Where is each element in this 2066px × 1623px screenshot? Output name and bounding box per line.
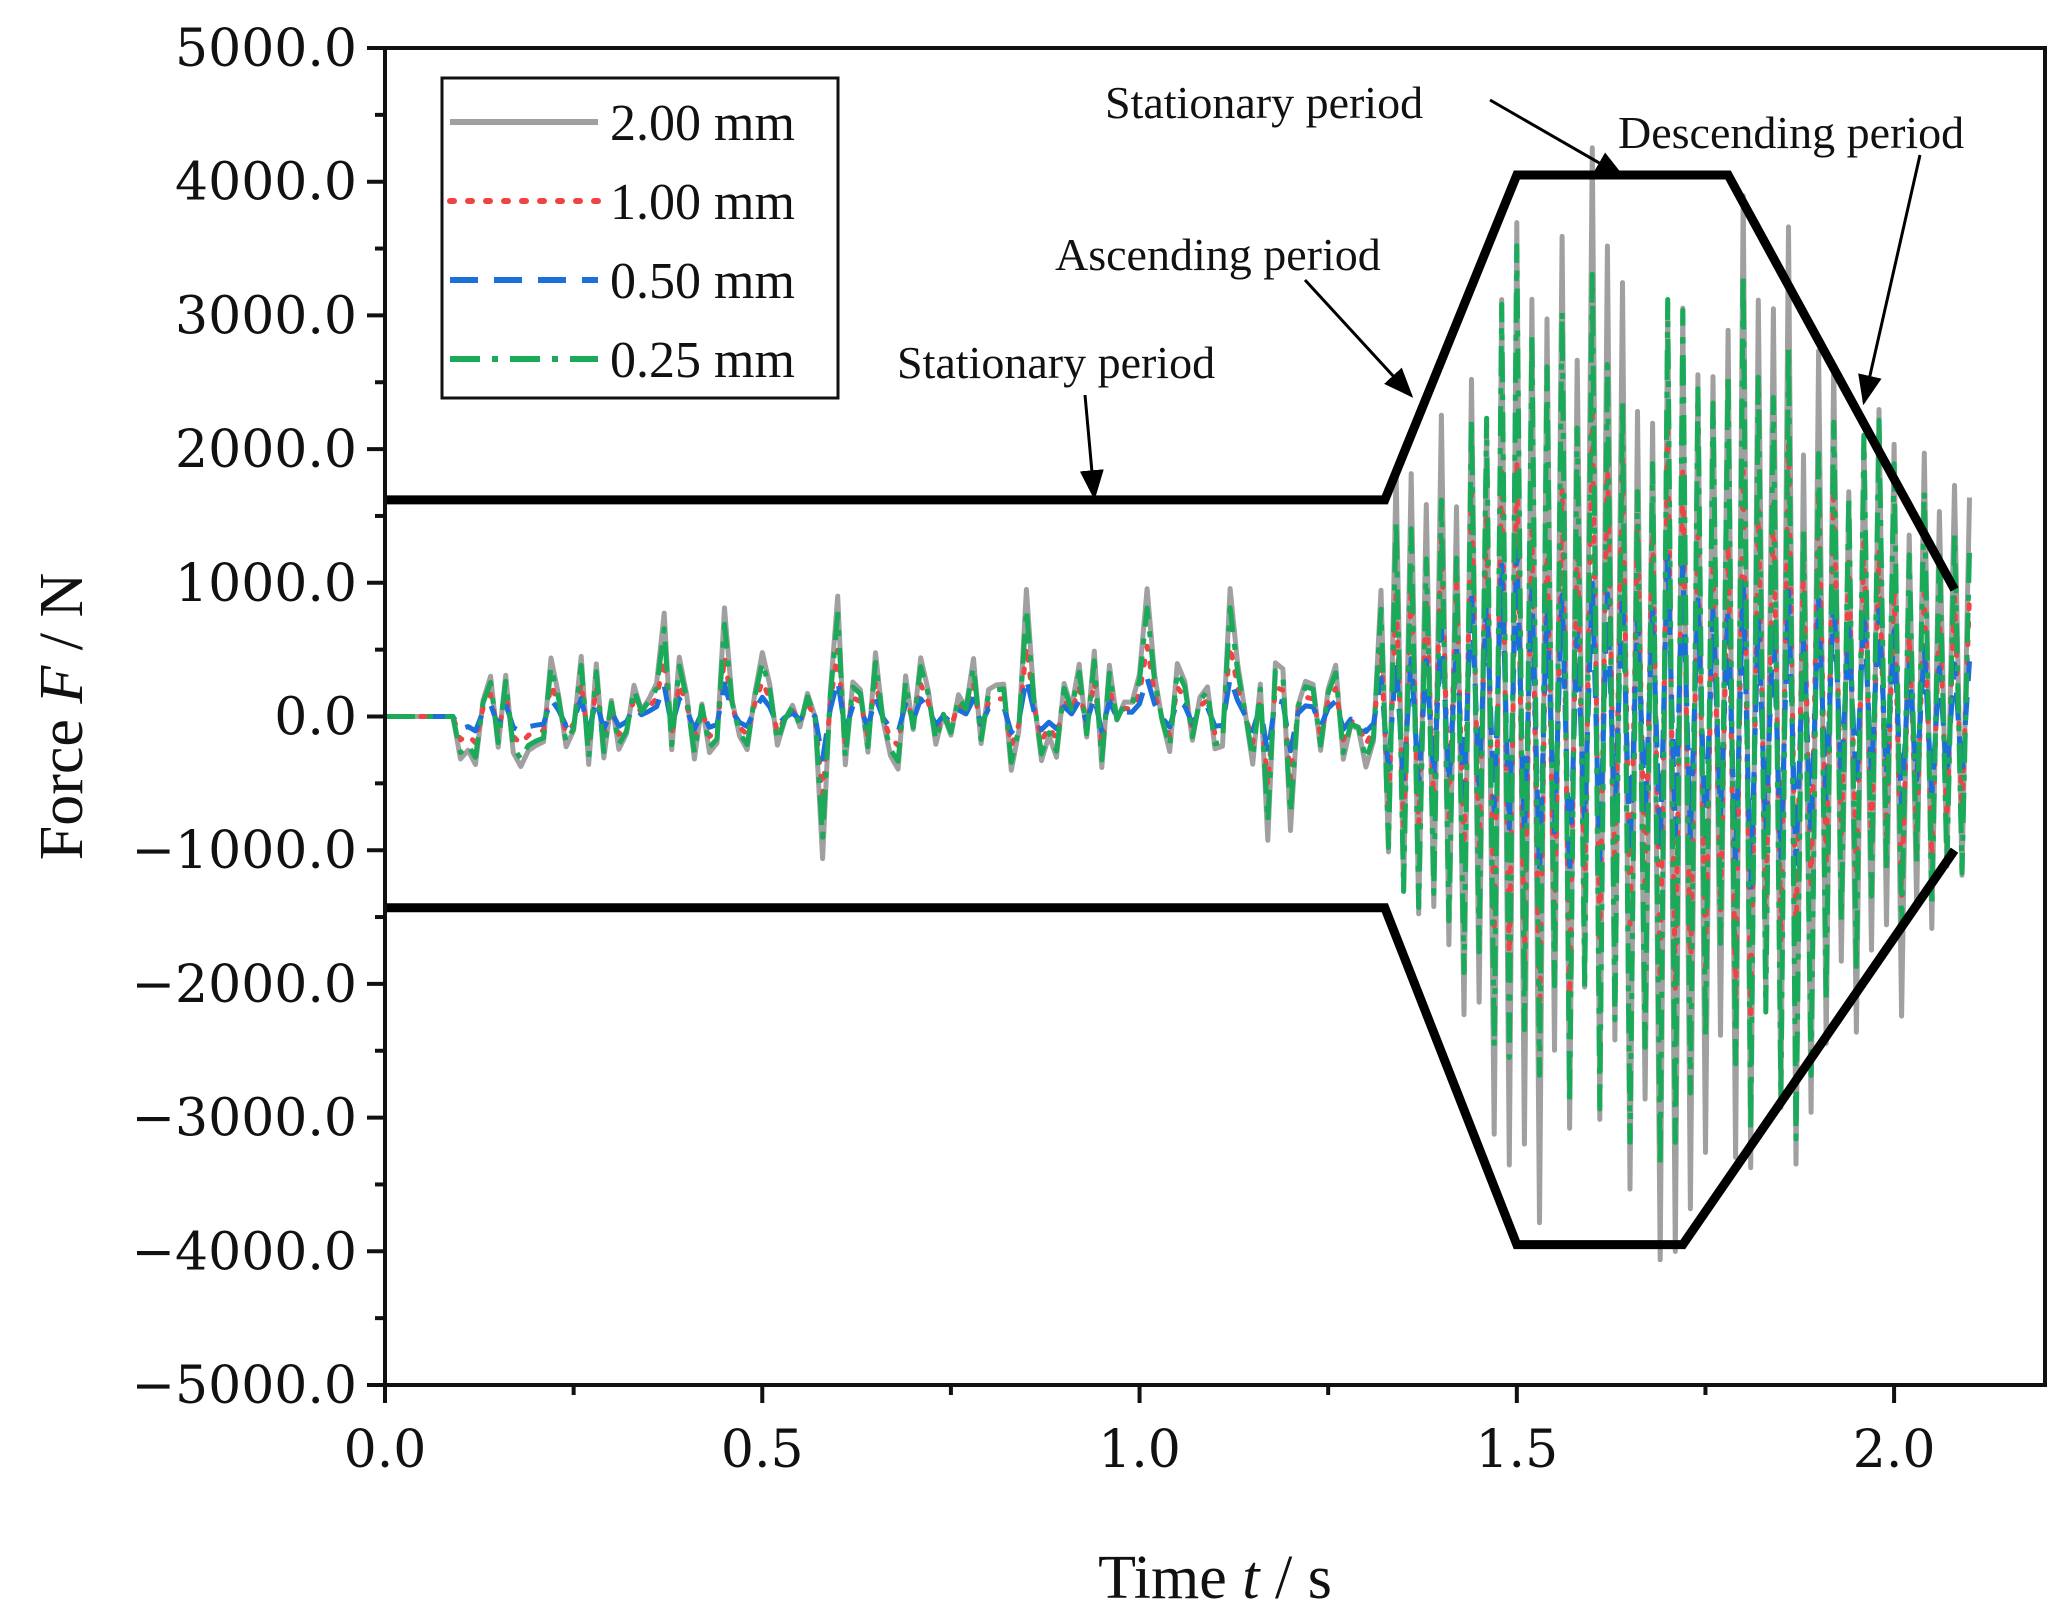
annotation-label: Stationary period xyxy=(897,337,1215,388)
y-tick-label: −3000.0 xyxy=(131,1089,357,1149)
y-tick-label: 0.0 xyxy=(274,688,357,748)
annotation-arrow xyxy=(1489,98,1626,178)
annotation-label: Stationary period xyxy=(1105,77,1423,128)
y-tick-label: 2000.0 xyxy=(175,420,357,480)
y-tick-label: −1000.0 xyxy=(131,821,357,881)
series-line-2-00-mm xyxy=(385,145,1972,1263)
axis-title-part: t xyxy=(1242,1544,1261,1612)
annotation-arrow xyxy=(1079,394,1104,501)
legend-label: 2.00 mm xyxy=(610,95,795,152)
annotation-label: Ascending period xyxy=(1055,229,1381,280)
x-tick-label: 1.5 xyxy=(1475,1420,1558,1480)
x-tick-label: 0.5 xyxy=(721,1420,804,1480)
y-tick-label: 5000.0 xyxy=(175,19,357,79)
y-tick-label: 3000.0 xyxy=(175,286,357,346)
legend-label: 0.50 mm xyxy=(610,253,795,310)
annotation-arrow xyxy=(1303,278,1414,398)
y-tick-label: −4000.0 xyxy=(131,1222,357,1282)
y-tick-label: 4000.0 xyxy=(175,153,357,213)
annotation-arrow xyxy=(1858,154,1922,406)
envelope-layer xyxy=(385,170,1959,1250)
axis-title-part: Time xyxy=(1098,1544,1242,1612)
y-tick-label: −5000.0 xyxy=(131,1356,357,1416)
envelope-upper xyxy=(385,170,1959,592)
data-series-layer xyxy=(382,145,1972,1263)
x-tick-label: 1.0 xyxy=(1098,1420,1181,1480)
legend-box xyxy=(440,76,840,400)
legend-label: 0.25 mm xyxy=(610,332,795,389)
axis-title-part: / N xyxy=(28,573,96,666)
x-tick-label: 2.0 xyxy=(1853,1420,1936,1480)
y-axis-title: Force F / N xyxy=(28,573,96,861)
y-tick-label: −2000.0 xyxy=(131,955,357,1015)
x-tick-label: 0.0 xyxy=(344,1420,427,1480)
y-tick-label: 1000.0 xyxy=(175,554,357,614)
annotation-label: Descending period xyxy=(1618,107,1964,158)
axis-title-part: F xyxy=(28,665,96,705)
legend-label: 1.00 mm xyxy=(610,174,795,231)
annotation-layer: Stationary period Ascending period Station… xyxy=(897,77,1964,501)
envelope-lower xyxy=(385,847,1959,1250)
legend: 2.00 mm 1.00 mm 0.50 mm 0.25 mm xyxy=(440,76,840,400)
axis-title-part: / s xyxy=(1260,1544,1332,1612)
axes-layer: 5000.0 4000.0 3000.0 2000.0 1000.0 0.0 −1000.0… xyxy=(131,19,1935,1480)
x-axis-title: Time t / s xyxy=(1098,1544,1332,1612)
axis-title-part: Force xyxy=(28,704,96,861)
